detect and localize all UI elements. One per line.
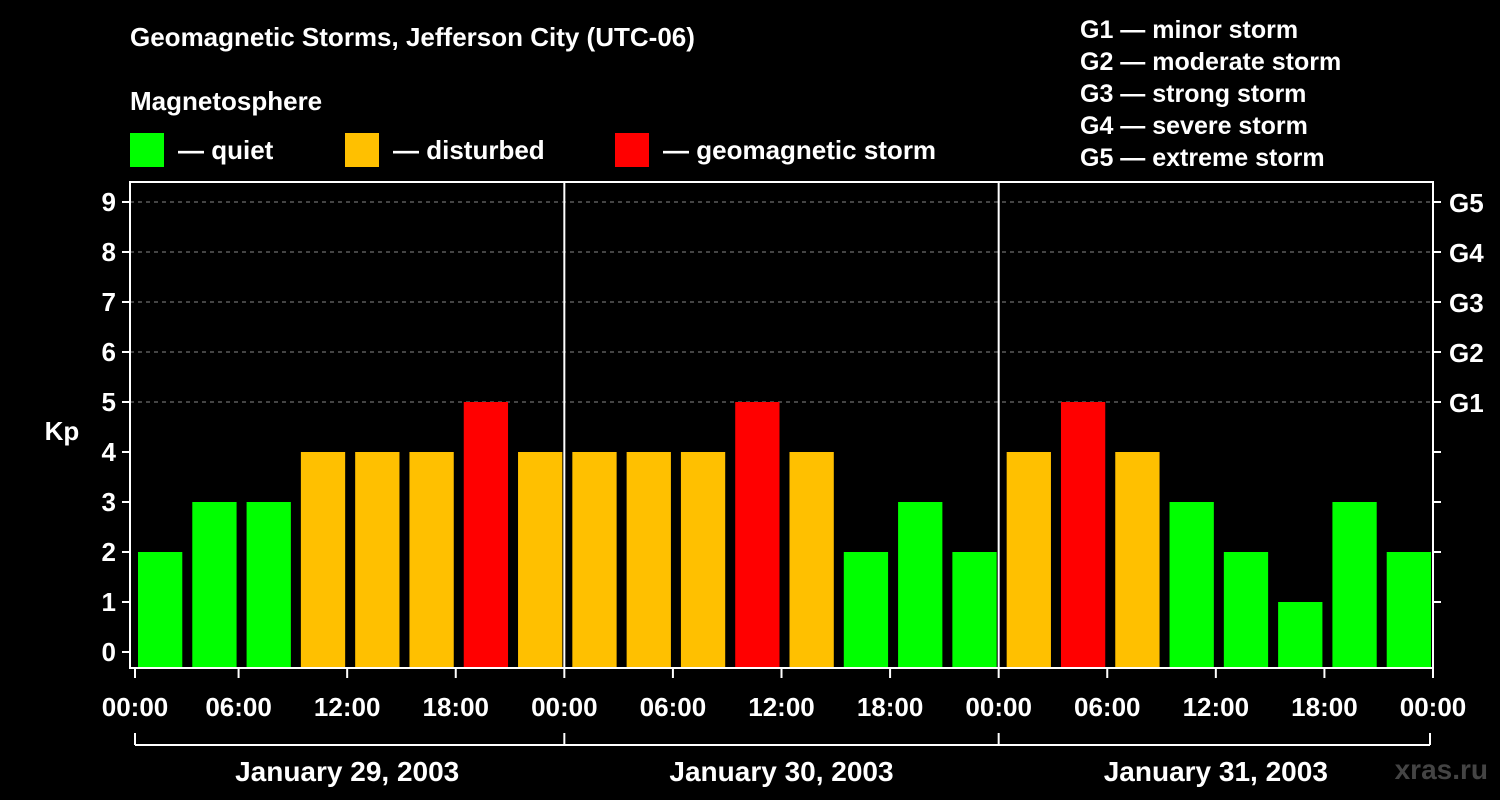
bar-16	[1006, 452, 1051, 668]
x-tick-label-0: 00:00	[102, 692, 169, 722]
bar-0	[138, 552, 183, 668]
day-label-2: January 31, 2003	[1104, 756, 1328, 787]
legend-swatch-disturbed	[345, 133, 379, 167]
bar-9	[626, 452, 671, 668]
day-label-1: January 30, 2003	[669, 756, 893, 787]
bar-5	[409, 452, 454, 668]
y-tick-label-1: 1	[102, 587, 116, 617]
x-tick-label-3: 18:00	[423, 692, 490, 722]
watermark: xras.ru	[1394, 754, 1488, 785]
chart-subtitle: Magnetosphere	[130, 86, 323, 116]
y-tick-label-9: 9	[102, 187, 116, 217]
bar-23	[1386, 552, 1431, 668]
bar-4	[355, 452, 400, 668]
chart-title: Geomagnetic Storms, Jefferson City (UTC-…	[130, 22, 695, 52]
y-tick-label-8: 8	[102, 237, 116, 267]
y-tick-label-5: 5	[102, 387, 116, 417]
x-tick-label-8: 00:00	[965, 692, 1032, 722]
right-tick-label-g1: G1	[1449, 388, 1484, 418]
right-tick-label-g3: G3	[1449, 288, 1484, 318]
day-label-0: January 29, 2003	[235, 756, 459, 787]
storm-scale-g2: G2 — moderate storm	[1080, 48, 1342, 76]
bar-13	[843, 552, 889, 668]
y-axis-label: Kp	[45, 416, 80, 446]
bar-10	[680, 452, 726, 668]
y-tick-label-6: 6	[102, 337, 116, 367]
x-tick-label-7: 18:00	[857, 692, 924, 722]
x-tick-label-12: 00:00	[1400, 692, 1467, 722]
y-tick-label-2: 2	[102, 537, 116, 567]
bar-2	[246, 502, 291, 668]
y-tick-label-0: 0	[102, 637, 116, 667]
right-tick-label-g2: G2	[1449, 338, 1484, 368]
bar-8	[572, 452, 617, 668]
x-tick-label-11: 18:00	[1291, 692, 1358, 722]
x-tick-label-1: 06:00	[205, 692, 272, 722]
bar-20	[1223, 552, 1269, 668]
legend-item-quiet: — quiet	[130, 133, 273, 167]
bar-11	[735, 402, 780, 668]
legend-swatch-quiet	[130, 133, 164, 167]
legend-label-disturbed: — disturbed	[393, 134, 545, 165]
storm-scale-legend: G1 — minor storm G2 — moderate storm G3 …	[1080, 14, 1341, 174]
y-tick-label-3: 3	[102, 487, 116, 517]
storm-scale-g1: G1 — minor storm	[1080, 16, 1299, 44]
storm-scale-g5: G5 — extreme storm	[1080, 144, 1325, 172]
x-tick-label-5: 06:00	[640, 692, 707, 722]
y-tick-label-7: 7	[102, 287, 116, 317]
bar-22	[1332, 502, 1377, 668]
bar-3	[300, 452, 346, 668]
x-tick-label-9: 06:00	[1074, 692, 1141, 722]
legend-label-storm: — geomagnetic storm	[663, 134, 937, 165]
bar-17	[1060, 402, 1106, 668]
bar-21	[1278, 602, 1323, 668]
bar-6	[463, 402, 509, 668]
bar-14	[898, 502, 943, 668]
legend-item-disturbed: — disturbed	[345, 133, 545, 167]
storm-scale-g4: G4 — severe storm	[1080, 112, 1308, 140]
bar-15	[952, 552, 997, 668]
y-tick-label-4: 4	[102, 437, 117, 467]
bar-1	[192, 502, 237, 668]
legend-item-storm: — geomagnetic storm	[615, 133, 936, 167]
bar-7	[518, 452, 563, 668]
x-tick-label-10: 12:00	[1183, 692, 1250, 722]
x-tick-label-4: 00:00	[531, 692, 598, 722]
right-tick-label-g5: G5	[1449, 188, 1484, 218]
x-tick-label-2: 12:00	[314, 692, 381, 722]
legend-label-quiet: — quiet	[178, 134, 274, 165]
bar-18	[1115, 452, 1160, 668]
storm-scale-g3: G3 — strong storm	[1080, 80, 1307, 108]
legend-swatch-storm	[615, 133, 649, 167]
x-tick-label-6: 12:00	[748, 692, 815, 722]
bar-12	[789, 452, 834, 668]
right-tick-label-g4: G4	[1449, 238, 1484, 268]
bar-19	[1169, 502, 1214, 668]
